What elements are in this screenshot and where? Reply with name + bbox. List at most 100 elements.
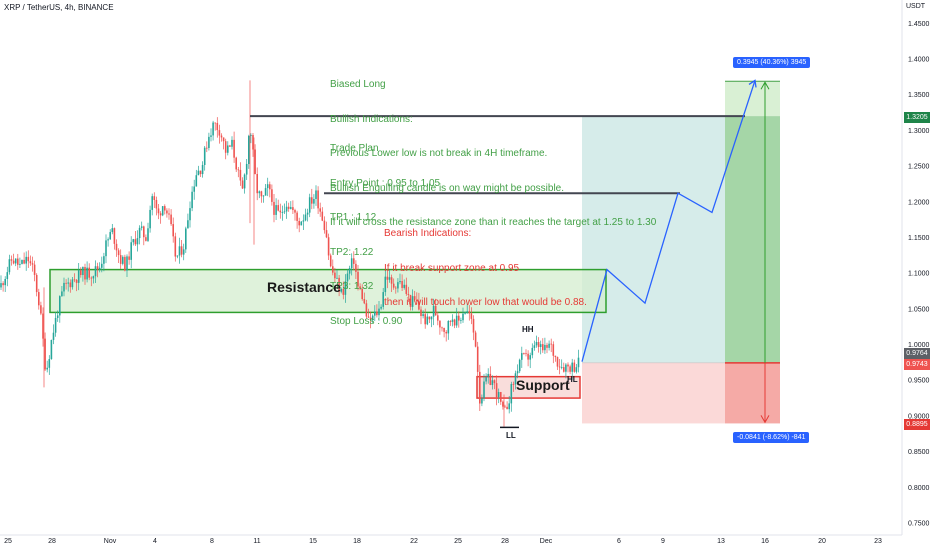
candle-body <box>117 250 120 256</box>
y-tick-label: 1.0000 <box>908 342 930 349</box>
candle-body <box>407 293 410 295</box>
loss-zone-dark <box>725 362 780 424</box>
candle-body <box>460 320 462 321</box>
bearish-line: If it break support zone at 0.95 <box>384 262 520 274</box>
y-tick-label: 1.3000 <box>908 128 930 135</box>
candle-body <box>371 315 374 321</box>
candle-body <box>195 175 198 187</box>
candle-body <box>405 284 408 294</box>
x-tick-label: 9 <box>661 538 665 545</box>
candle-body <box>539 344 542 347</box>
x-tick-label: 16 <box>761 538 769 545</box>
candle-body <box>172 224 174 237</box>
candle-body <box>384 276 387 293</box>
candle-body <box>453 319 456 326</box>
candle-body <box>67 282 69 284</box>
x-tick-label: Nov <box>104 538 117 545</box>
candle-body <box>350 258 353 269</box>
candle-body <box>63 282 65 292</box>
candle-body <box>187 220 189 229</box>
x-tick-label: 23 <box>874 538 882 545</box>
candle-body <box>506 406 508 410</box>
candle-body <box>359 286 361 290</box>
y-tick-label: 0.8000 <box>908 485 930 492</box>
candle-body <box>497 392 500 398</box>
candle-body <box>424 314 426 325</box>
profit-zone <box>582 116 725 363</box>
candle-body <box>445 331 447 334</box>
candle-body <box>111 228 114 233</box>
candle-body <box>233 139 235 158</box>
candle-body <box>508 403 510 410</box>
candle-body <box>390 277 393 284</box>
candle-body <box>363 299 366 304</box>
x-tick-label: 28 <box>501 538 509 545</box>
candle-body <box>491 380 494 385</box>
resistance-label: Resistance <box>267 279 341 295</box>
x-tick-label: 28 <box>48 538 56 545</box>
trade-plan-line: Trade Plan <box>330 143 379 154</box>
candle-body <box>84 266 86 280</box>
candle-body <box>241 180 244 189</box>
candle-body <box>518 359 521 372</box>
candle-body <box>434 305 437 316</box>
candle-body <box>378 308 380 316</box>
candle-body <box>573 362 576 372</box>
bullish-line: If it will cross the resistance zone tha… <box>330 217 657 228</box>
candle-body <box>69 282 72 288</box>
ll-marker: LL <box>506 431 516 440</box>
x-tick-label: 6 <box>617 538 621 545</box>
candle-body <box>132 239 135 243</box>
candle-body <box>365 303 368 317</box>
candle-body <box>168 213 170 215</box>
x-tick-label: 11 <box>253 538 260 545</box>
candle-body <box>124 256 126 271</box>
target-arrow-head <box>760 81 770 90</box>
candle-body <box>306 212 309 215</box>
candle-body <box>355 263 357 272</box>
stop-pill[interactable]: -0.0841 (-8.62%) -841 <box>733 432 810 443</box>
candle-body <box>479 371 481 404</box>
trade-plan-line: Entry Point : 0.95 to 1.05 <box>330 177 441 189</box>
bearish-note: Bearish Indications: If it break support… <box>384 205 587 332</box>
candle-body <box>271 189 273 202</box>
candle-body <box>243 174 246 189</box>
candle-body <box>334 272 336 279</box>
candle-body <box>227 145 229 153</box>
candle-body <box>510 384 513 404</box>
target-pill[interactable]: 0.3945 (40.36%) 3945 <box>733 57 811 68</box>
candle-body <box>403 284 405 288</box>
y-tick-label: 1.2000 <box>908 199 930 206</box>
candle-body <box>300 221 303 226</box>
candle-body <box>35 274 38 293</box>
candle-body <box>23 259 25 264</box>
candle-body <box>143 226 145 238</box>
candle-body <box>203 147 206 165</box>
candle-body <box>401 280 403 288</box>
candle-body <box>260 191 263 197</box>
candle-body <box>319 208 321 212</box>
candle-body <box>416 299 418 302</box>
candle-body <box>56 315 59 318</box>
candle-body <box>48 359 51 368</box>
candle-body <box>535 342 538 346</box>
candle-body <box>166 210 168 214</box>
candle-body <box>470 313 473 319</box>
candle-body <box>332 266 334 273</box>
candle-body <box>10 259 13 261</box>
candle-body <box>264 188 267 196</box>
stop-arrow-head <box>760 415 770 424</box>
candle-body <box>285 206 288 212</box>
candle-body <box>52 332 55 340</box>
candle-body <box>493 380 496 384</box>
candle-body <box>550 343 552 345</box>
y-tick-label: 1.1000 <box>908 271 930 278</box>
candle-body <box>155 199 158 209</box>
candle-body <box>495 383 498 398</box>
candle-body <box>77 270 80 283</box>
candle-body <box>46 367 48 370</box>
loss-zone <box>582 362 725 424</box>
candle-body <box>292 207 294 211</box>
